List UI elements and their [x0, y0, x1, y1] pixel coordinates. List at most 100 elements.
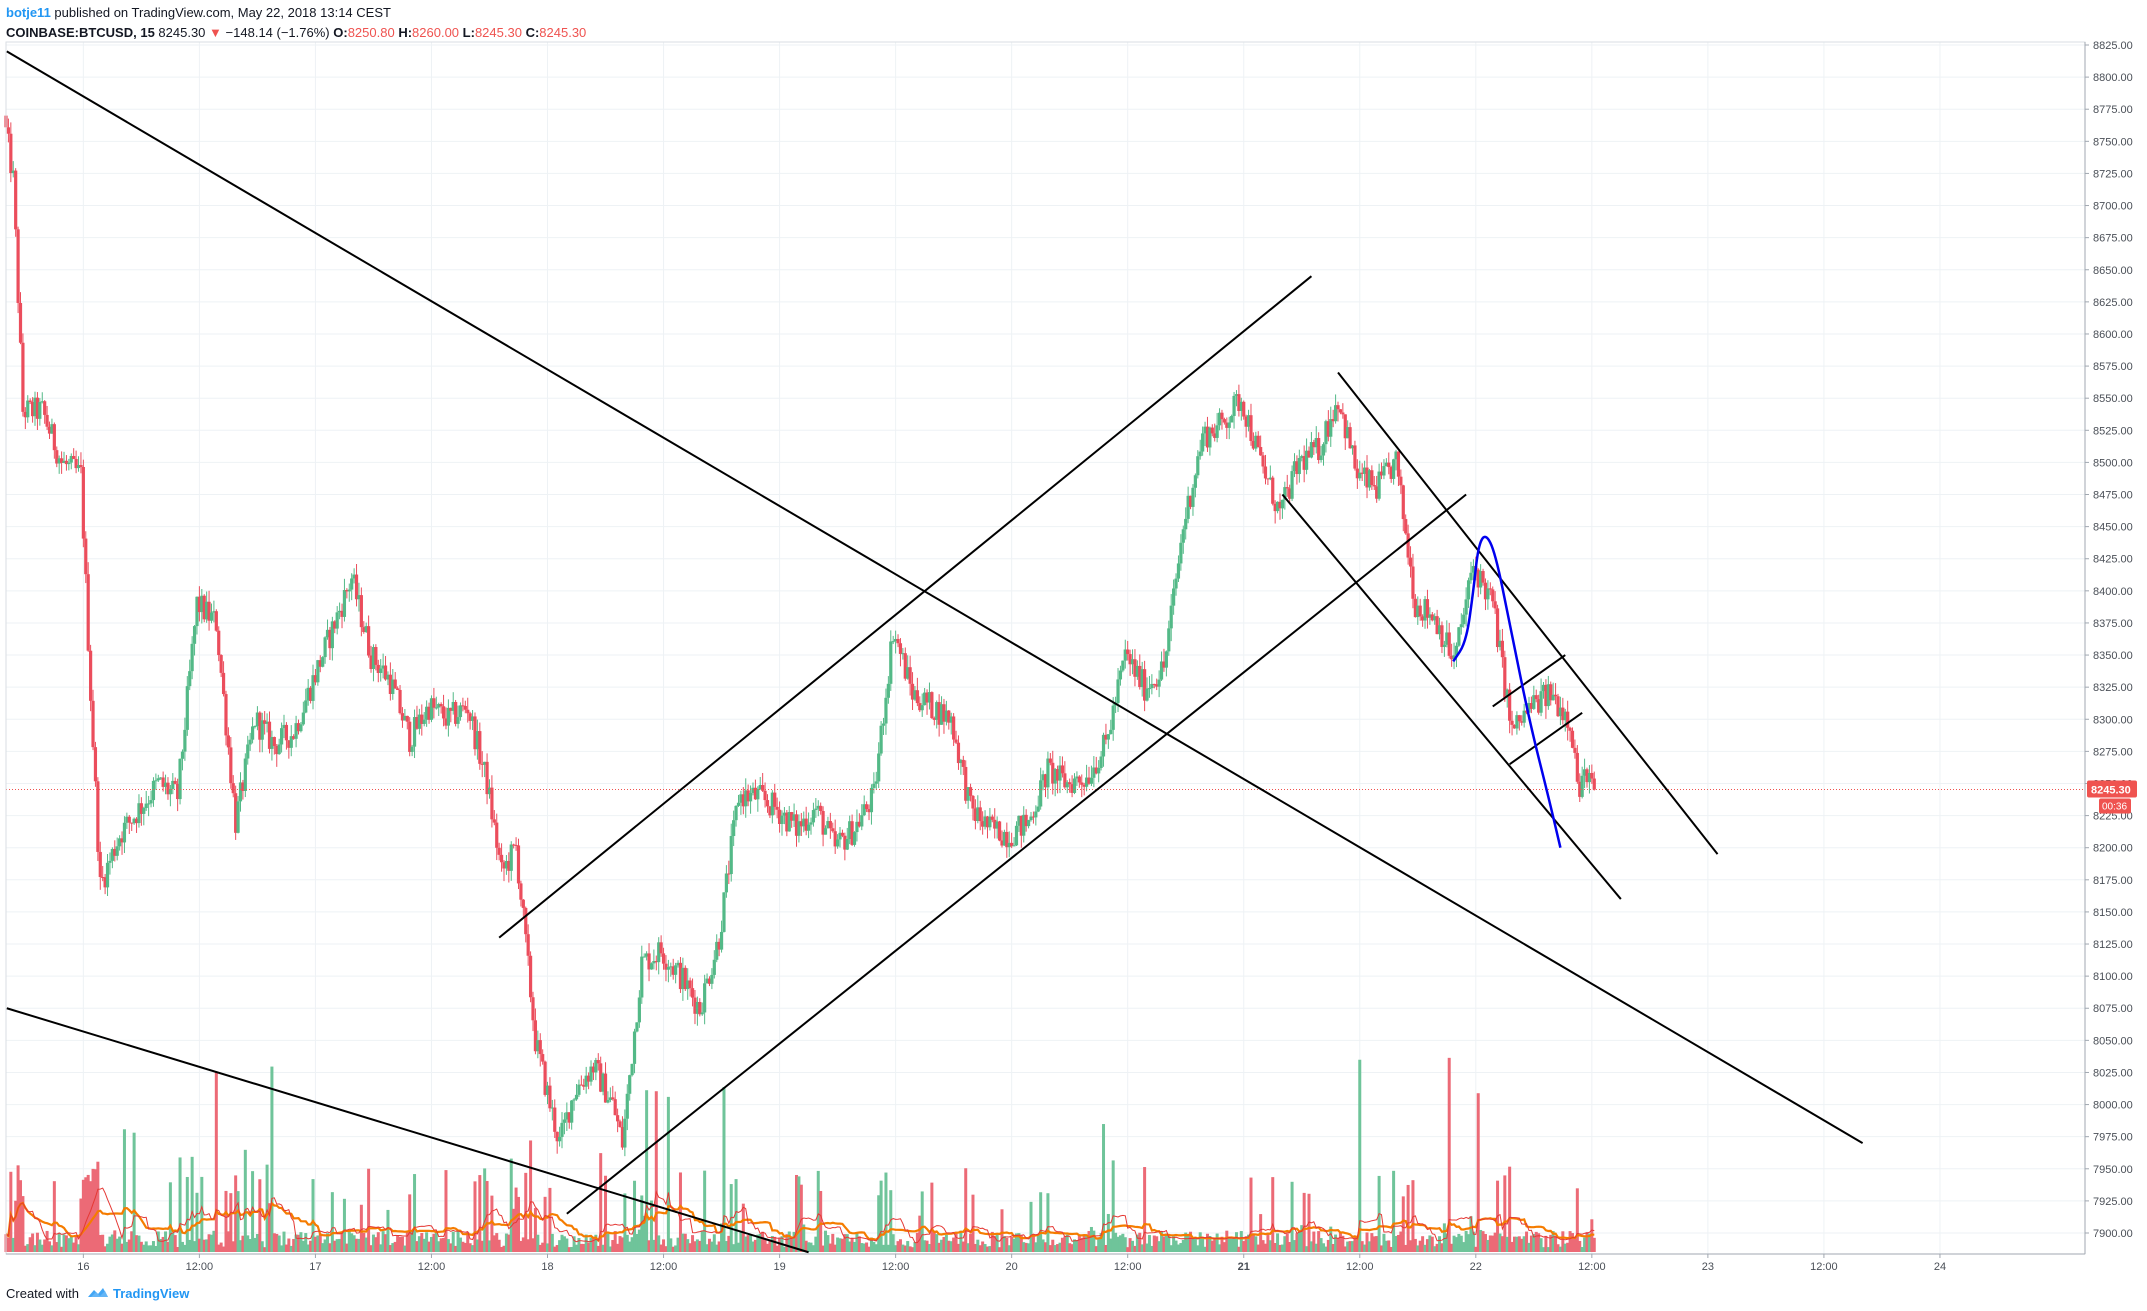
volume-bar [282, 1231, 286, 1252]
volume-bar [81, 1179, 85, 1252]
candle-body [964, 766, 968, 801]
volume-bar [1546, 1247, 1550, 1252]
volume-bar [625, 1234, 629, 1252]
candle-body [1116, 679, 1120, 703]
volume-bar [1587, 1233, 1591, 1252]
volume-bar [1549, 1234, 1553, 1252]
candle-body [821, 811, 825, 835]
volume-bar [468, 1243, 472, 1252]
volume-bar [891, 1234, 895, 1252]
volume-bar [886, 1244, 890, 1252]
volume-bar [1143, 1167, 1147, 1252]
price-tick-label: 8475.00 [2093, 490, 2133, 502]
candle-body [961, 759, 965, 767]
volume-bar [1249, 1177, 1253, 1252]
ascending-channel-top[interactable] [498, 275, 1313, 939]
volume-bar [630, 1237, 634, 1252]
volume-bar [821, 1245, 825, 1252]
volume-bar [1392, 1170, 1396, 1252]
volume-bar [345, 1243, 349, 1252]
volume-bar [705, 1244, 709, 1252]
candle-body [166, 782, 170, 795]
candle-body [454, 701, 458, 724]
time-axis[interactable]: 16 12:00 17 12:00 18 12:00 19 12:00 20 12:00 21 12:… [77, 1254, 1946, 1273]
price-axis[interactable]: 7900.00 7925.00 7950.00 7975.00 8000.00 8025.… [2085, 40, 2133, 1240]
candle-body [956, 742, 961, 764]
candle-body [976, 807, 980, 821]
candle-body [751, 787, 755, 793]
volume-bar [1058, 1242, 1062, 1252]
volume-bar [287, 1238, 291, 1252]
long-downtrend-line[interactable] [6, 50, 1864, 1144]
volume-bar [1133, 1245, 1137, 1252]
volume-bar [396, 1236, 400, 1252]
blue-curve-drawing[interactable] [1452, 535, 1562, 848]
volume-bar [642, 1215, 646, 1252]
candle-body [1205, 426, 1210, 448]
tradingview-logo[interactable]: TradingView [87, 1286, 189, 1301]
candle-body [550, 1107, 554, 1109]
candle-body [758, 785, 762, 789]
volume-bar [1474, 1246, 1478, 1252]
volume-bar [1585, 1231, 1589, 1252]
lower-downtrend-line[interactable] [6, 1007, 809, 1254]
candle-body [782, 812, 787, 816]
volume-bar [23, 1245, 27, 1252]
volume-bar [739, 1232, 743, 1252]
volume-bar [988, 1246, 992, 1252]
volume-bar [826, 1235, 830, 1252]
volume-bar [478, 1175, 482, 1252]
flag-bottom[interactable] [1509, 712, 1583, 766]
candle-body [722, 892, 726, 932]
volume-bar [1452, 1235, 1456, 1252]
candle-body [480, 763, 484, 765]
volume-bar [1428, 1235, 1432, 1252]
falling-channel-top[interactable] [1337, 371, 1719, 855]
candle-body [1041, 774, 1045, 781]
volume-bar [142, 1244, 146, 1252]
falling-channel-bottom[interactable] [1281, 493, 1622, 900]
volume-bar [836, 1237, 840, 1252]
volume-bar [824, 1230, 828, 1252]
volume-bar [263, 1247, 267, 1252]
volume-bar [1413, 1238, 1417, 1252]
candle-body [134, 818, 139, 824]
candle-body [896, 638, 900, 644]
volume-bar [1285, 1233, 1289, 1252]
volume-bar [828, 1243, 832, 1252]
volume-bar [178, 1157, 182, 1252]
price-tick-label: 8425.00 [2093, 554, 2133, 566]
candle-body [937, 702, 941, 725]
author-name[interactable]: botje11 [6, 5, 51, 20]
high-label: H: [398, 25, 413, 40]
candle-body [792, 814, 796, 821]
volume-bar [1150, 1245, 1154, 1252]
volume-bar [507, 1234, 511, 1252]
candle-body [21, 342, 25, 412]
candle-body [1314, 438, 1318, 448]
volume-bar [898, 1239, 902, 1252]
volume-bar [1092, 1230, 1096, 1252]
candle-body [96, 781, 100, 852]
candle-body [526, 934, 530, 956]
candle-body [304, 700, 308, 713]
candle-body [918, 703, 922, 711]
candle-body [1411, 566, 1415, 599]
candle-body [1307, 450, 1311, 458]
volume-bar [188, 1239, 192, 1252]
candle-body [538, 1040, 542, 1055]
flag-top[interactable] [1492, 654, 1566, 708]
volume-bar [555, 1245, 559, 1252]
candle-body [279, 728, 284, 745]
volume-bar [1128, 1238, 1132, 1252]
volume-bar [1196, 1245, 1200, 1252]
volume-bar [1193, 1236, 1197, 1252]
ascending-channel-bottom[interactable] [566, 493, 1467, 1215]
candle-body [628, 1075, 632, 1094]
volume-bar [1075, 1239, 1079, 1252]
candle-body [1164, 651, 1168, 668]
volume-bar [212, 1230, 216, 1252]
trendline-drawings[interactable] [6, 50, 1864, 1254]
volume-bar [1592, 1237, 1596, 1252]
